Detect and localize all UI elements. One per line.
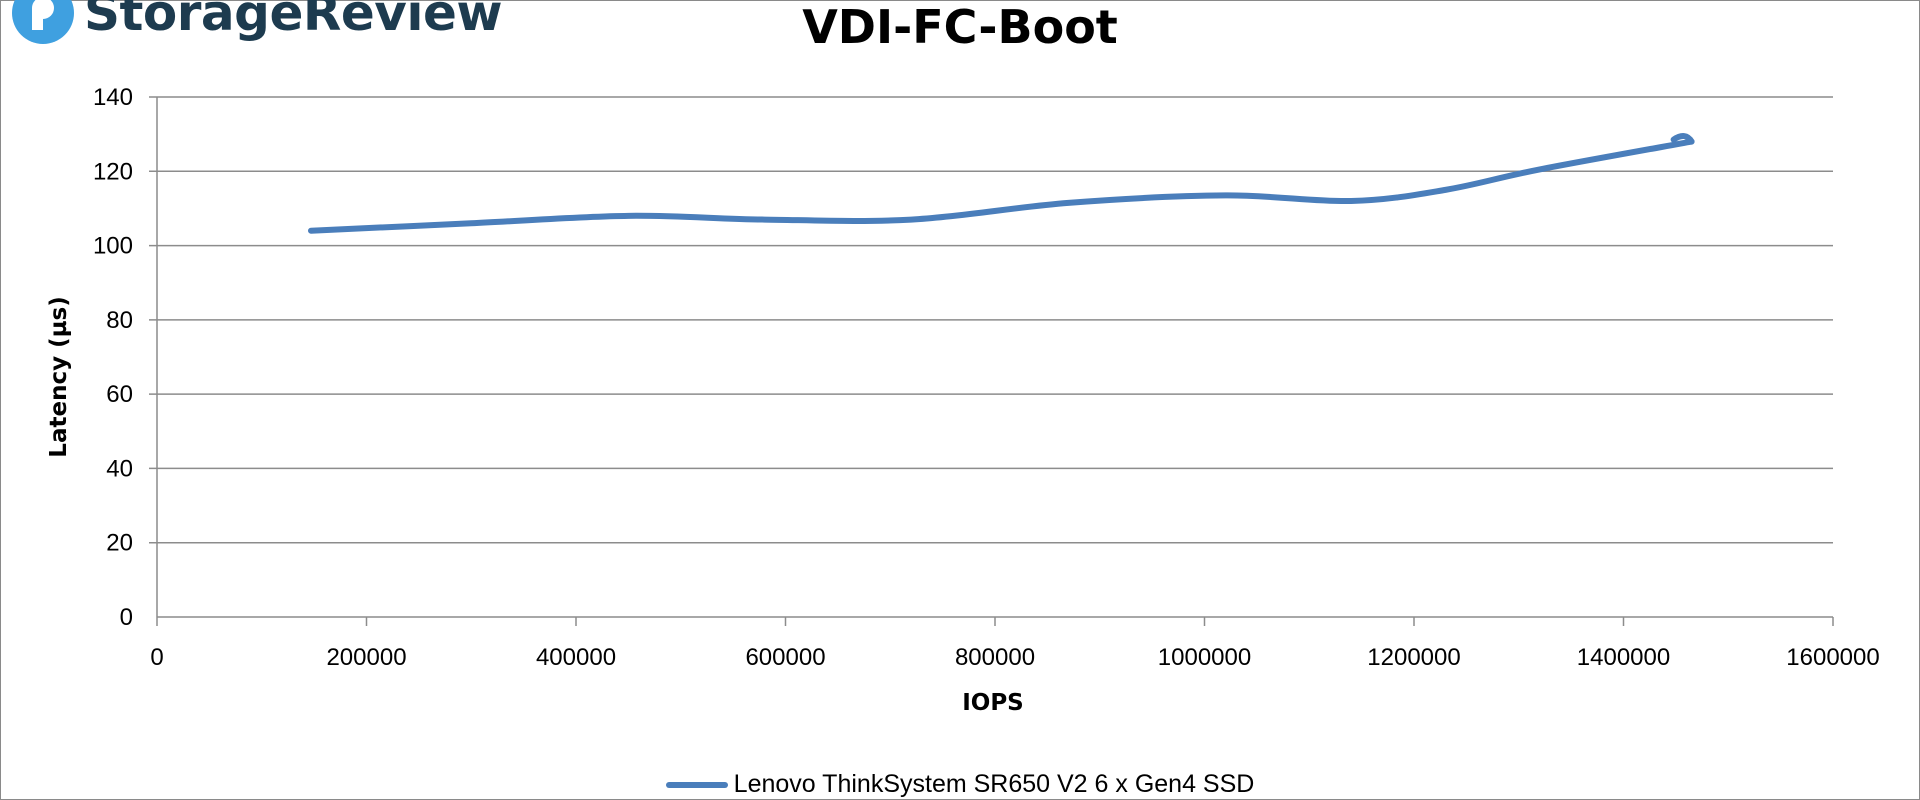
x-tick-label: 0 (150, 644, 163, 671)
series-line (307, 138, 1695, 234)
brand-logo: StorageReview (10, 0, 503, 48)
brand-name: StorageReview (84, 0, 503, 42)
y-tick-label: 80 (106, 307, 133, 334)
x-tick-label: 1400000 (1577, 644, 1670, 671)
series-end-mark (1670, 133, 1695, 145)
axes (156, 97, 1834, 626)
y-tick-label: 60 (106, 381, 133, 408)
y-tick-label: 120 (93, 158, 133, 185)
y-tick-label: 40 (106, 455, 133, 482)
y-tick-label: 0 (120, 604, 133, 631)
tick-labels: 0 20 40 60 80 100 120 140 0 200000 400000 600000 800… (93, 84, 1880, 671)
x-axis-title: IOPS (962, 690, 1024, 716)
x-tick-label: 1200000 (1367, 644, 1460, 671)
legend: Lenovo ThinkSystem SR650 V2 6 x Gen4 SSD (0, 770, 1920, 799)
x-tick-label: 400000 (536, 644, 616, 671)
y-tick-label: 140 (93, 84, 133, 111)
x-tick-label: 200000 (326, 644, 406, 671)
y-axis-title: Latency (µs) (46, 296, 72, 457)
y-tick-label: 100 (93, 233, 133, 260)
chart-title: VDI-FC-Boot (802, 0, 1118, 54)
gridlines (149, 96, 1833, 544)
x-tick-label: 800000 (955, 644, 1035, 671)
legend-label: Lenovo ThinkSystem SR650 V2 6 x Gen4 SSD (733, 770, 1255, 798)
x-tick-label: 1000000 (1158, 644, 1251, 671)
series-lines (307, 133, 1695, 234)
x-tick-label: 600000 (745, 644, 825, 671)
legend-swatch (665, 781, 728, 788)
y-tick-label: 20 (106, 530, 133, 557)
x-tick-label: 1600000 (1786, 644, 1879, 671)
storagereview-logo-icon (12, 0, 74, 44)
